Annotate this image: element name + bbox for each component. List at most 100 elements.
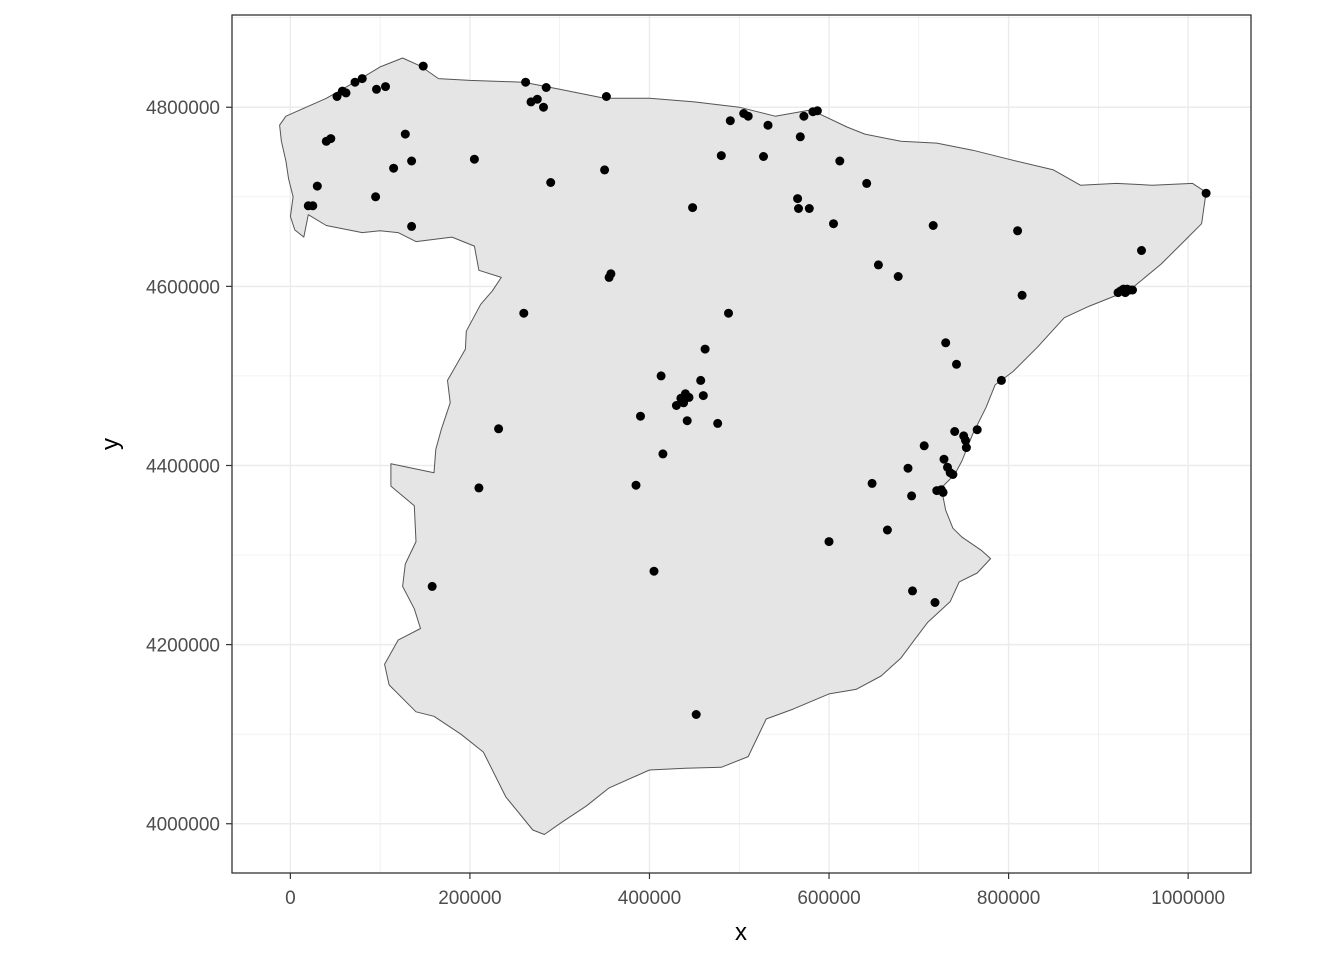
- x-tick-label: 600000: [797, 888, 860, 909]
- data-point: [381, 82, 390, 92]
- y-tick-label: 4800000: [146, 98, 220, 119]
- data-point: [688, 203, 698, 213]
- data-point: [606, 269, 616, 279]
- data-point: [350, 77, 360, 87]
- data-point: [691, 710, 701, 719]
- data-point: [873, 260, 883, 270]
- x-tick-label: 400000: [618, 888, 681, 909]
- data-point: [941, 338, 951, 348]
- data-point: [952, 359, 961, 369]
- data-point: [793, 194, 803, 204]
- data-point: [539, 102, 548, 112]
- data-point: [835, 156, 845, 166]
- land-polygon: [279, 57, 1207, 835]
- data-point: [948, 470, 958, 479]
- data-point: [656, 371, 666, 381]
- data-point: [427, 581, 437, 591]
- data-point: [939, 454, 949, 464]
- data-point: [743, 111, 753, 121]
- data-point: [308, 201, 318, 211]
- y-tick-label: 4200000: [146, 636, 220, 657]
- data-point: [1017, 290, 1027, 300]
- data-point: [724, 308, 733, 318]
- data-point: [794, 204, 803, 213]
- data-point: [907, 491, 917, 501]
- data-point: [389, 163, 399, 173]
- data-point: [930, 598, 940, 607]
- data-point: [1201, 188, 1211, 198]
- data-point: [725, 116, 735, 126]
- data-point: [716, 151, 726, 161]
- data-point: [521, 77, 531, 87]
- data-point: [996, 375, 1006, 385]
- data-point: [372, 84, 381, 94]
- x-tick-label: 800000: [977, 888, 1040, 909]
- data-point: [541, 83, 551, 92]
- data-point: [474, 483, 484, 493]
- data-point: [682, 416, 692, 426]
- data-point: [804, 204, 814, 213]
- data-point: [658, 449, 668, 459]
- x-tick-label: 200000: [438, 888, 501, 909]
- data-point: [671, 401, 681, 410]
- data-point: [950, 427, 960, 436]
- data-point: [371, 192, 381, 202]
- data-point: [600, 165, 610, 175]
- data-point: [532, 94, 542, 104]
- data-point: [418, 61, 428, 71]
- data-point: [400, 129, 410, 139]
- data-point: [341, 88, 351, 98]
- data-point: [903, 463, 913, 473]
- y-tick-label: 4400000: [146, 456, 220, 477]
- panel-border: [231, 14, 1252, 874]
- data-point: [696, 375, 706, 385]
- data-point: [938, 487, 948, 497]
- data-point: [972, 425, 982, 435]
- data-point: [893, 272, 903, 281]
- data-point: [326, 134, 336, 144]
- data-point: [812, 106, 822, 116]
- y-tick-label: 4600000: [146, 277, 220, 298]
- data-point: [795, 132, 805, 142]
- data-point: [919, 441, 929, 451]
- y-axis: 4000000 4200000 4400000 4600000 4800000: [146, 98, 232, 836]
- data-point: [700, 344, 710, 354]
- data-point: [763, 120, 773, 130]
- data-point: [494, 424, 504, 434]
- data-point: [829, 219, 838, 229]
- data-point: [867, 478, 877, 488]
- points-layer: [303, 61, 1211, 719]
- data-point: [1128, 285, 1137, 295]
- data-point: [698, 391, 708, 401]
- x-axis: 0 200000 400000 600000 800000 1000000: [285, 873, 1225, 909]
- data-point: [824, 537, 834, 547]
- data-point: [519, 308, 529, 318]
- data-point: [407, 221, 417, 231]
- data-point: [1137, 246, 1146, 255]
- data-point: [713, 418, 723, 428]
- data-point: [601, 92, 611, 101]
- data-point: [469, 154, 479, 164]
- y-tick-label: 4000000: [146, 815, 220, 836]
- data-point: [649, 566, 659, 576]
- data-point: [928, 221, 938, 230]
- data-point: [1013, 226, 1023, 236]
- data-point: [799, 111, 809, 121]
- x-tick-label: 0: [285, 888, 296, 909]
- data-point: [636, 411, 645, 421]
- data-point: [961, 435, 970, 445]
- data-point: [759, 152, 768, 161]
- data-point: [862, 178, 872, 188]
- data-point: [684, 392, 694, 402]
- x-axis-title: x: [735, 919, 747, 946]
- data-point: [312, 181, 322, 191]
- data-point: [882, 525, 892, 535]
- y-axis-title: y: [97, 438, 124, 450]
- data-point: [908, 586, 917, 596]
- data-point: [631, 480, 641, 490]
- data-point: [546, 178, 556, 187]
- x-tick-label: 1000000: [1151, 888, 1225, 909]
- data-point: [357, 74, 367, 84]
- data-point: [961, 443, 971, 453]
